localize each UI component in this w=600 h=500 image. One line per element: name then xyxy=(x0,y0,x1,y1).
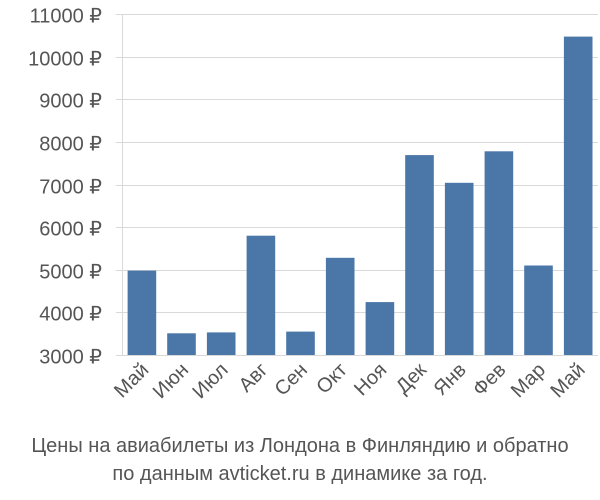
x-tick-label: Июн xyxy=(149,359,193,403)
y-tick-label: 6000 ₽ xyxy=(39,219,102,241)
y-tick-label: 7000 ₽ xyxy=(39,177,102,199)
y-tick-label: 3000 ₽ xyxy=(39,347,102,369)
caption-line-2: по данным avticket.ru в динамике за год. xyxy=(112,463,488,485)
x-tick-label: Окт xyxy=(312,359,351,398)
chart-area: 3000 ₽ 4000 ₽ 5000 ₽ 6000 ₽ 7000 ₽ 8000 ₽ 9000… xyxy=(28,6,598,403)
x-tick-label: Авг xyxy=(235,359,273,397)
bar xyxy=(563,36,593,355)
y-tick-label: 5000 ₽ xyxy=(39,262,102,284)
bar xyxy=(127,270,157,355)
bar xyxy=(325,257,355,355)
bar xyxy=(484,151,514,355)
bar xyxy=(524,265,553,355)
x-tick-label: Июл xyxy=(188,359,232,403)
bar xyxy=(286,331,315,355)
x-tick-label: Ноя xyxy=(350,359,391,400)
x-tick-label: Мар xyxy=(507,359,550,402)
x-tick-label: Май xyxy=(546,359,589,402)
bar-chart: 3000 ₽ 4000 ₽ 5000 ₽ 6000 ₽ 7000 ₽ 8000 ₽ 9000… xyxy=(28,6,598,403)
bar xyxy=(206,332,236,355)
bar xyxy=(167,333,196,355)
x-tick-label: Фев xyxy=(469,359,511,401)
x-tick-label: Май xyxy=(110,359,153,402)
x-tick-label: Янв xyxy=(430,359,471,400)
bar xyxy=(246,235,276,355)
bar xyxy=(365,302,395,355)
caption-line-1: Цены на авиабилеты из Лондона в Финлянди… xyxy=(31,435,569,457)
bar xyxy=(405,155,434,355)
chart-caption: Цены на авиабилеты из Лондона в Финлянди… xyxy=(0,432,600,488)
x-tick-label: Сен xyxy=(271,359,312,400)
x-tick-label: Дек xyxy=(392,359,431,398)
y-tick-label: 8000 ₽ xyxy=(39,134,102,156)
bar xyxy=(444,182,474,355)
y-tick-label: 9000 ₽ xyxy=(39,91,102,113)
y-tick-label: 4000 ₽ xyxy=(39,304,102,326)
y-tick-label: 11000 ₽ xyxy=(30,6,103,28)
y-tick-label: 10000 ₽ xyxy=(28,49,102,71)
